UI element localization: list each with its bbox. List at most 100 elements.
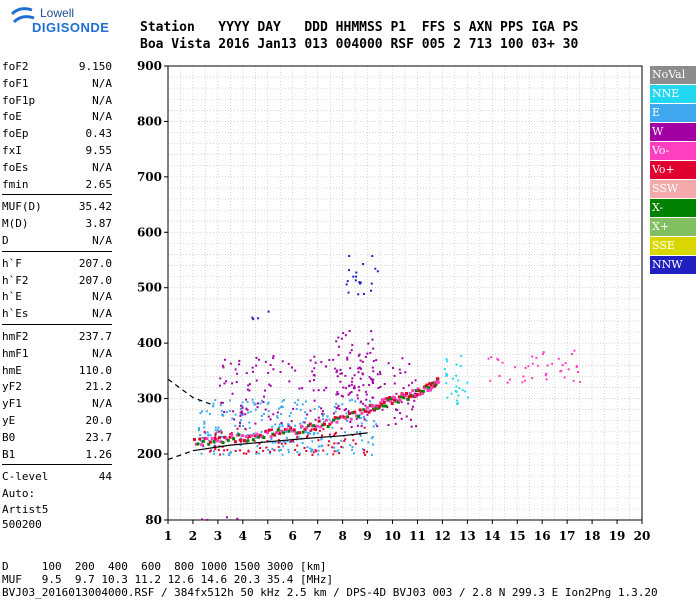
echo-point xyxy=(381,408,384,411)
echo-point xyxy=(283,440,286,443)
param-row: h`F2 207.0 xyxy=(2,272,112,289)
echo-point xyxy=(200,410,203,413)
param-row: yF2 21.2 xyxy=(2,378,112,395)
echo-point xyxy=(332,358,335,361)
trace-point xyxy=(200,443,204,447)
echo-point xyxy=(219,453,222,456)
echo-point xyxy=(369,289,372,292)
param-value: 9.150 xyxy=(78,60,112,73)
echo-point xyxy=(293,424,296,427)
trace-point xyxy=(205,437,209,441)
trace-point xyxy=(303,427,307,431)
y-tick-label: 800 xyxy=(137,114,162,128)
echo-point xyxy=(305,449,308,452)
echo-point xyxy=(372,360,375,363)
param-key: hmE xyxy=(2,363,22,377)
echo-point xyxy=(521,381,524,384)
x-tick-label: 13 xyxy=(459,529,476,543)
trace-point xyxy=(269,435,273,439)
echo-point xyxy=(357,367,360,370)
trace-point xyxy=(427,386,431,390)
echo-point xyxy=(301,387,304,390)
x-tick-label: 1 xyxy=(164,529,172,543)
echo-point xyxy=(221,401,224,404)
echo-point xyxy=(350,426,353,429)
echo-point xyxy=(347,291,350,294)
param-row: yE 20.0 xyxy=(2,412,112,429)
echo-point xyxy=(336,391,339,394)
echo-point xyxy=(356,394,359,397)
echo-point xyxy=(206,518,209,521)
echo-point xyxy=(272,368,275,371)
echo-point xyxy=(357,385,360,388)
trace-point xyxy=(298,431,302,435)
echo-point xyxy=(361,439,364,442)
echo-point xyxy=(407,384,410,387)
echo-point xyxy=(458,387,461,390)
trace-point xyxy=(289,426,293,430)
echo-point xyxy=(358,353,361,356)
trace-point xyxy=(425,383,429,387)
legend-item: Vo- xyxy=(650,142,696,160)
echo-point xyxy=(506,381,509,384)
param-value: N/A xyxy=(92,346,112,360)
echo-point xyxy=(383,382,386,385)
logo-mark-icon xyxy=(10,7,35,24)
trace-point xyxy=(388,395,392,399)
param-value: 207.0 xyxy=(78,256,112,270)
echo-point xyxy=(222,366,225,369)
echo-point xyxy=(337,449,340,452)
param-key: M(D) xyxy=(2,217,29,231)
trace-point xyxy=(430,386,434,390)
echo-point xyxy=(297,399,300,402)
echo-point xyxy=(350,349,353,352)
x-tick-label: 8 xyxy=(338,529,346,543)
trace-point xyxy=(294,431,298,435)
echo-point xyxy=(375,423,378,426)
echo-point xyxy=(252,401,255,404)
trace-point xyxy=(212,440,216,444)
trace-point xyxy=(278,431,282,435)
echo-point xyxy=(220,432,223,435)
trace-point xyxy=(330,420,334,424)
trace-point xyxy=(280,429,284,433)
echo-point xyxy=(333,405,336,408)
trace-point xyxy=(326,424,330,428)
echo-point xyxy=(287,448,290,451)
trace-point xyxy=(380,398,384,402)
echo-point xyxy=(352,452,355,455)
echo-point xyxy=(301,442,304,445)
param-row: h`F 207.0 xyxy=(2,255,112,272)
echo-point xyxy=(535,356,538,359)
echo-point xyxy=(220,410,223,413)
echo-point xyxy=(338,407,341,410)
trace-point xyxy=(314,428,318,432)
trace-point xyxy=(413,393,417,397)
footer-file-info: BVJ03_2016013004000.RSF / 384fx512h 50 k… xyxy=(2,586,658,599)
legend-item: E xyxy=(650,104,696,122)
trace-point xyxy=(397,395,401,399)
trace-point xyxy=(377,406,381,410)
echo-point xyxy=(214,426,217,429)
trace-point xyxy=(271,432,275,436)
echo-point xyxy=(267,371,270,374)
trace-point xyxy=(421,389,425,393)
echo-point xyxy=(320,437,323,440)
echo-point xyxy=(226,516,229,519)
echo-point xyxy=(258,442,261,445)
echo-point xyxy=(234,424,237,427)
x-tick-label: 12 xyxy=(434,529,451,543)
autoscale-label: Auto: xyxy=(2,487,36,500)
param-value: N/A xyxy=(92,290,112,304)
echo-point xyxy=(326,415,329,418)
echo-point xyxy=(352,275,355,278)
echo-point xyxy=(342,332,345,335)
echo-point xyxy=(371,443,374,446)
echo-point xyxy=(455,385,458,388)
echo-point xyxy=(272,357,275,360)
echo-point xyxy=(304,411,307,414)
echo-point xyxy=(279,370,282,373)
echo-point xyxy=(487,357,490,360)
trace-point xyxy=(391,395,395,399)
